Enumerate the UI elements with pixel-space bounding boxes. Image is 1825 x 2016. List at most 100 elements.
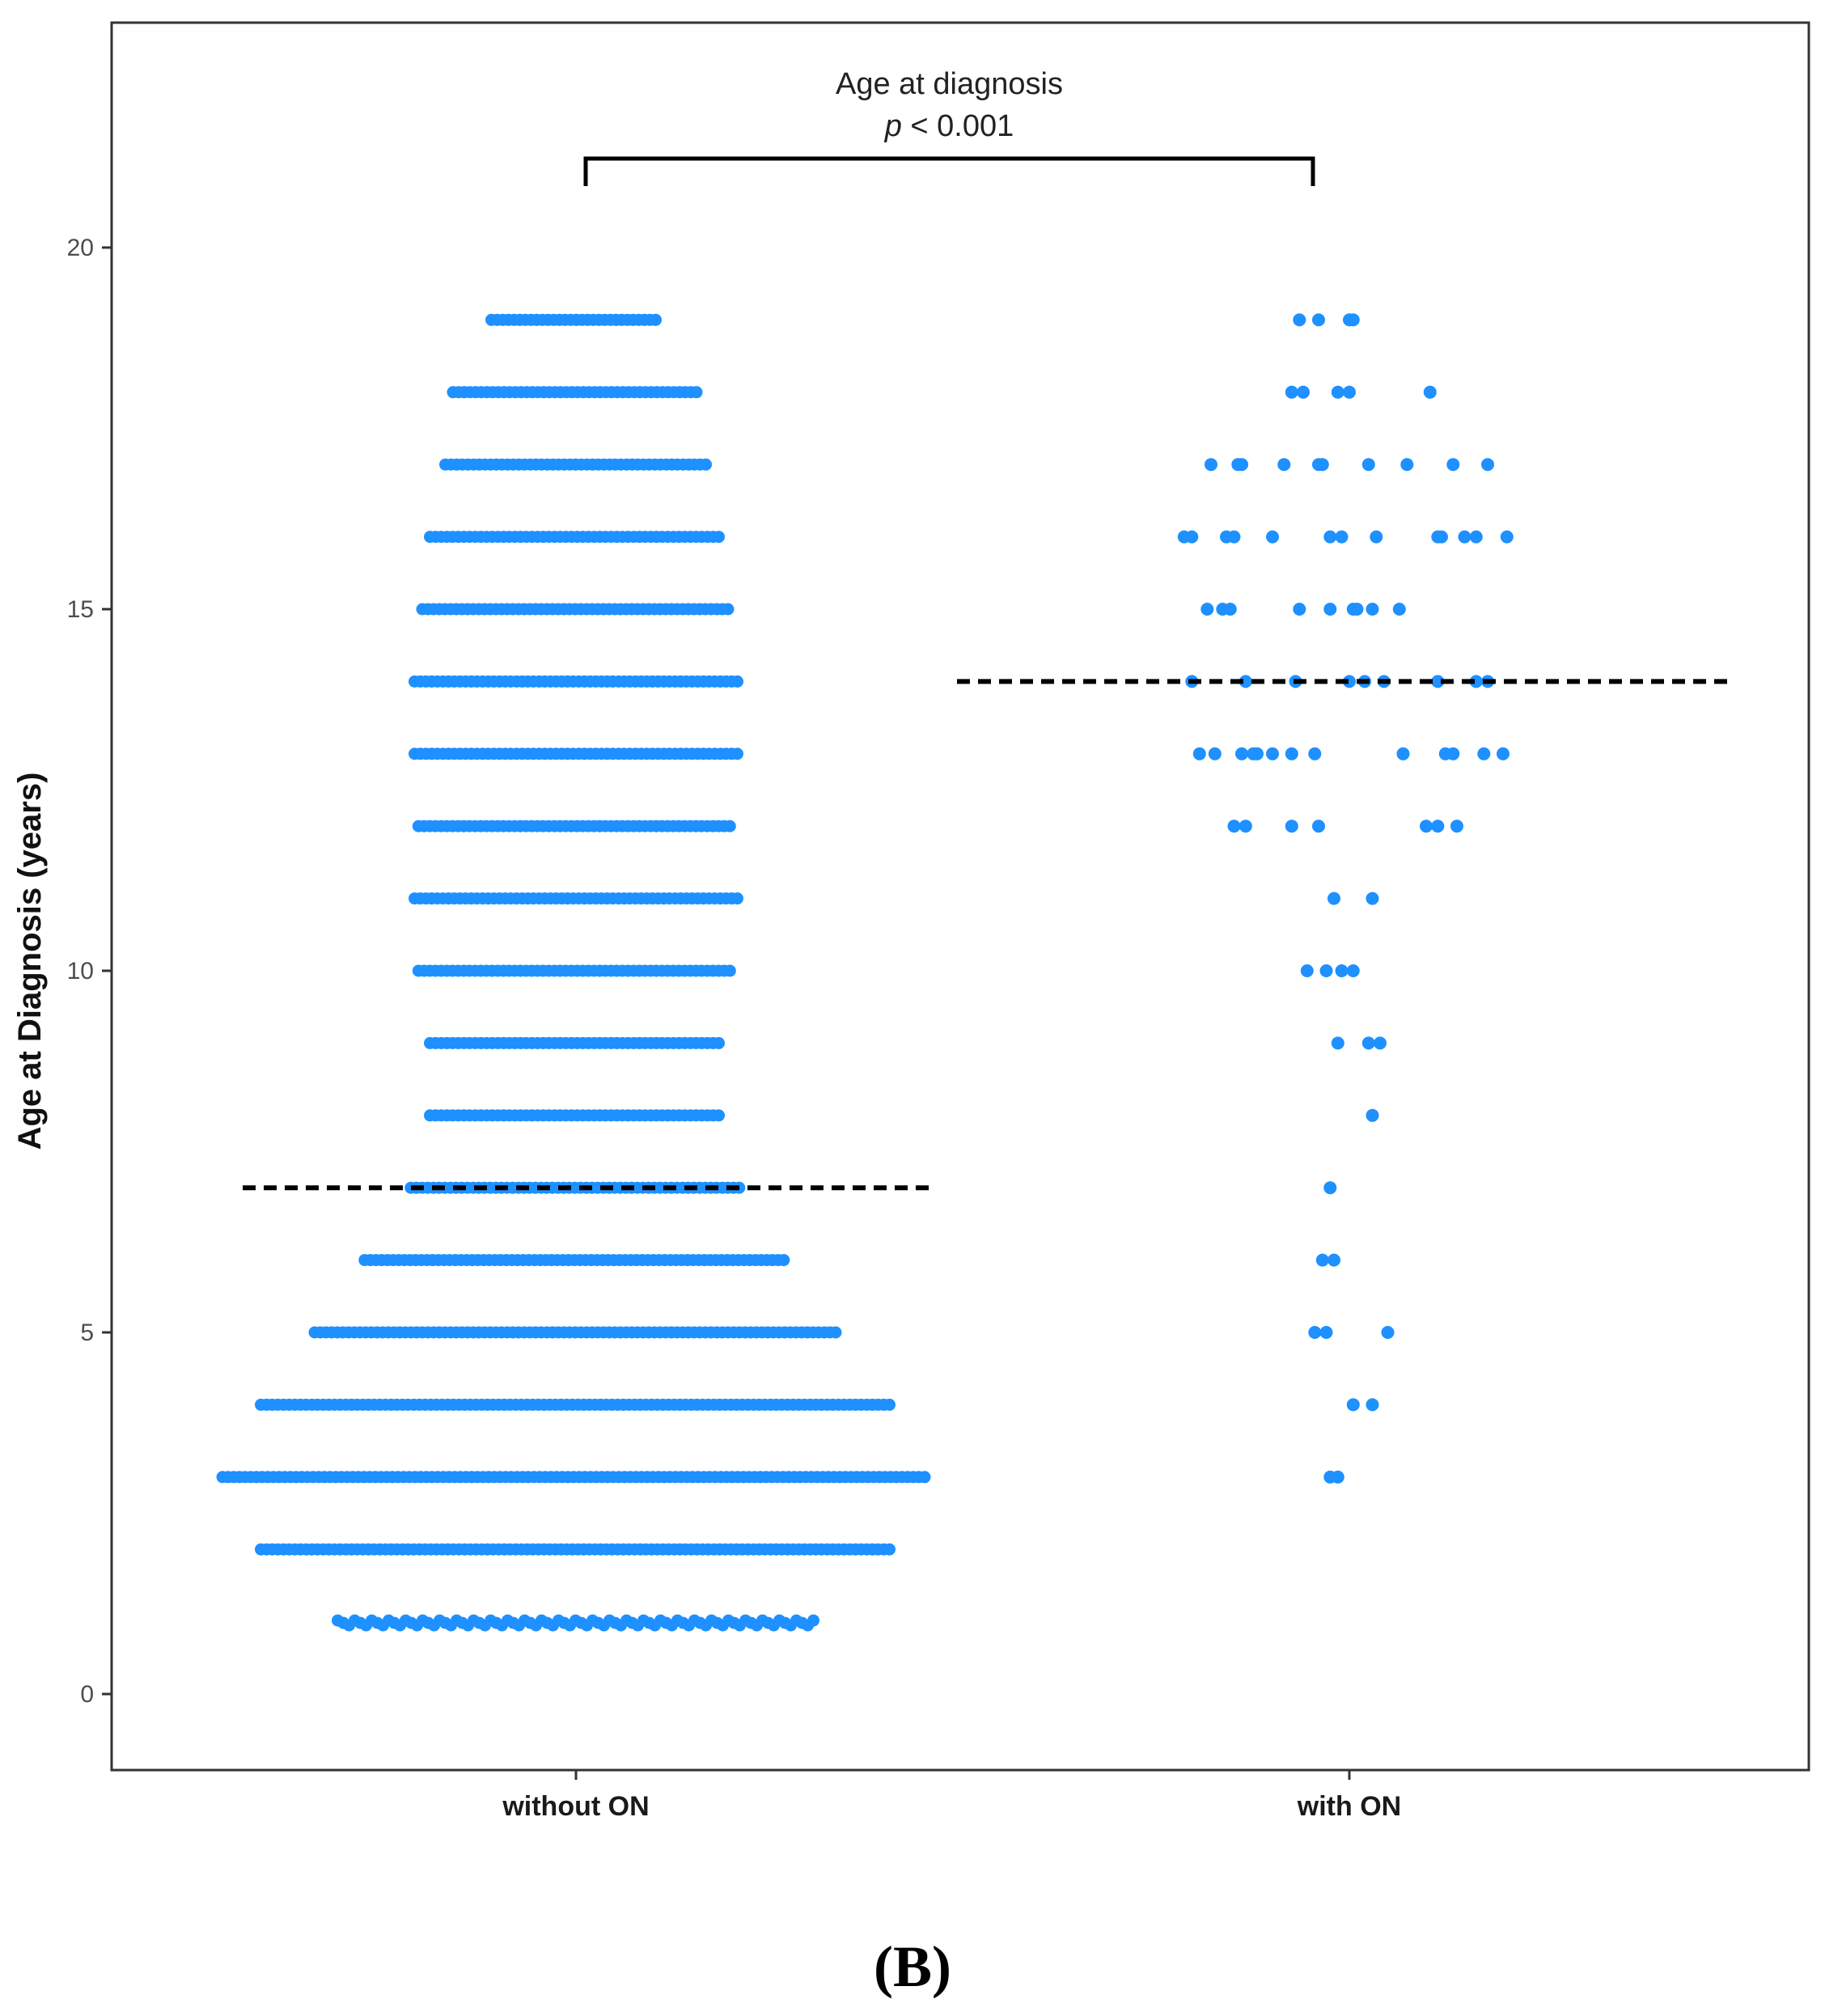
strip-without-on-age-16 [424, 531, 725, 544]
strip-without-on-age-18 [447, 386, 703, 399]
data-point-with-on-24 [1420, 820, 1433, 833]
y-tick-label-10: 10 [67, 958, 94, 985]
data-point-with-on-62 [1266, 530, 1279, 544]
x-tick-label-0: without ON [502, 1791, 649, 1822]
data-point-with-on-3 [1366, 1398, 1379, 1412]
y-axis: 0 5 10 15 20 [67, 235, 112, 1708]
data-point-with-on-22 [1285, 820, 1298, 833]
data-point-with-on-55 [1350, 603, 1364, 616]
data-point-with-on-20 [1227, 820, 1241, 833]
data-point [713, 1109, 725, 1122]
y-tick-label-5: 5 [80, 1319, 94, 1346]
data-point-with-on-8 [1327, 1253, 1340, 1267]
data-point-with-on-78 [1400, 458, 1414, 472]
strip-without-on-age-15 [416, 603, 735, 616]
data-point-with-on-65 [1370, 530, 1383, 544]
data-point-with-on-67 [1435, 530, 1448, 544]
data-point-with-on-29 [1235, 747, 1248, 760]
x-tick-label-1: with ON [1297, 1791, 1401, 1822]
data-point-with-on-74 [1277, 458, 1291, 472]
data-point [723, 820, 736, 832]
strip-without-on-age-10 [412, 964, 736, 977]
data-point-with-on-59 [1185, 530, 1199, 544]
strip-without-on-age-9 [424, 1036, 725, 1049]
x-axis: without ON with ON [502, 1770, 1401, 1822]
data-point-with-on-37 [1446, 747, 1460, 760]
data-point-with-on-46 [1431, 675, 1445, 688]
strip-without-on-age-4 [255, 1398, 896, 1411]
data-point [883, 1398, 896, 1411]
strip-without-on-age-1 [332, 1614, 819, 1632]
data-point-with-on-84 [1343, 385, 1356, 399]
data-point-with-on-56 [1366, 603, 1379, 616]
data-point-with-on-10 [1366, 1108, 1379, 1122]
data-point-with-on-87 [1312, 313, 1325, 327]
data-point-with-on-57 [1392, 603, 1406, 616]
data-point-with-on-86 [1293, 313, 1306, 327]
data-point [713, 1036, 725, 1049]
data-point-with-on-41 [1239, 675, 1252, 688]
data-point-with-on-81 [1285, 385, 1298, 399]
data-point-with-on-32 [1266, 747, 1279, 760]
data-point [722, 603, 735, 616]
plot-panel [110, 21, 1810, 1772]
data-point-with-on-11 [1331, 1036, 1344, 1050]
data-point-with-on-28 [1208, 747, 1222, 760]
data-point-with-on-35 [1396, 747, 1410, 760]
data-point-with-on-27 [1192, 747, 1206, 760]
data-point [883, 1543, 896, 1556]
data-point [713, 531, 725, 544]
data-point-with-on-43 [1343, 675, 1356, 688]
data-point-with-on-64 [1335, 530, 1349, 544]
data-point [650, 313, 662, 326]
data-point-with-on-4 [1308, 1326, 1322, 1339]
data-point-with-on-89 [1346, 313, 1360, 327]
data-point-with-on-69 [1469, 530, 1483, 544]
data-point-with-on-17 [1346, 964, 1360, 977]
data-point [723, 964, 736, 977]
data-point-with-on-25 [1431, 820, 1445, 833]
data-point-with-on-71 [1205, 458, 1217, 472]
data-point [777, 1254, 790, 1267]
y-axis-title: Age at Diagnosis (years) [12, 773, 48, 1150]
data-point-with-on-9 [1323, 1181, 1337, 1195]
strip-without-on-age-11 [409, 892, 743, 905]
data-point-with-on-1 [1331, 1470, 1344, 1484]
y-tick-label-0: 0 [80, 1681, 94, 1708]
data-point [690, 386, 703, 399]
strip-without-on-age-2 [255, 1543, 896, 1556]
data-point-with-on-21 [1239, 820, 1252, 833]
data-point [918, 1471, 931, 1484]
data-point-with-on-34 [1308, 747, 1322, 760]
data-point-with-on-6 [1381, 1326, 1395, 1339]
data-point-with-on-79 [1446, 458, 1460, 472]
data-point-with-on-31 [1251, 747, 1264, 760]
data-point-with-on-38 [1477, 747, 1491, 760]
panel-label: (B) [874, 1934, 951, 1999]
data-point-with-on-2 [1346, 1398, 1360, 1412]
data-point-with-on-73 [1235, 458, 1248, 472]
strip-without-on-age-6 [358, 1254, 790, 1267]
data-point-with-on-51 [1223, 603, 1237, 616]
data-point-with-on-61 [1227, 530, 1241, 544]
data-point-with-on-18 [1327, 892, 1340, 905]
data-point-with-on-82 [1297, 385, 1310, 399]
strip-without-on-age-13 [409, 748, 743, 760]
data-point-with-on-76 [1315, 458, 1329, 472]
data-point-with-on-53 [1323, 603, 1337, 616]
strip-without-on-age-3 [216, 1471, 931, 1484]
y-tick-label-15: 15 [67, 596, 94, 623]
data-point-with-on-26 [1450, 820, 1463, 833]
y-tick-label-20: 20 [67, 235, 94, 261]
strip-without-on-age-19 [485, 313, 662, 326]
data-point-with-on-5 [1319, 1326, 1333, 1339]
strip-without-on-age-14 [409, 675, 743, 688]
data-point [807, 1614, 819, 1627]
data-point [731, 675, 743, 688]
data-point-with-on-33 [1285, 747, 1298, 760]
data-point-with-on-63 [1323, 530, 1337, 544]
data-point-with-on-68 [1458, 530, 1471, 544]
data-point-with-on-15 [1319, 964, 1333, 977]
data-point [829, 1326, 842, 1339]
